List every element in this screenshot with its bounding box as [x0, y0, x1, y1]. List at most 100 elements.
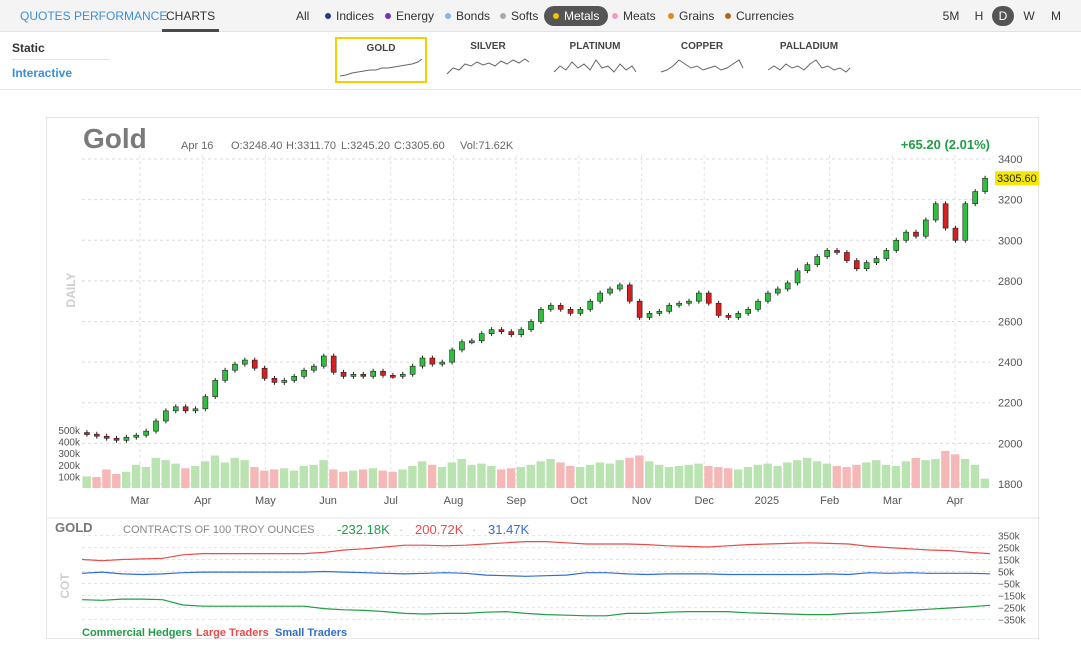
volume-bar [664, 467, 674, 488]
volume-bar [733, 469, 743, 488]
candle-body [952, 227, 959, 241]
cot-subtitle: CONTRACTS OF 100 TROY OUNCES [123, 524, 315, 536]
date-tick: Mar [883, 495, 902, 507]
volume-bar [181, 468, 190, 488]
candle-body [923, 219, 929, 237]
category-indices-label: Indices [336, 9, 375, 23]
tab-charts[interactable]: CHARTS [162, 0, 220, 32]
volume-bar [427, 464, 437, 488]
cot-readout-separator-2: · [472, 522, 476, 537]
mode-interactive[interactable]: Interactive [12, 66, 73, 80]
volume-bar [891, 465, 901, 488]
candle-body [321, 355, 327, 367]
chart-svg[interactable]: 3400 3200 3000 2800 2600 2400 2200 2000 1800 500… [47, 118, 1040, 640]
candle-body [469, 340, 475, 344]
candle-body [271, 378, 278, 383]
instrument-gold[interactable]: GOLD [335, 37, 427, 83]
candle-body [202, 396, 209, 410]
volume-bar [368, 468, 378, 488]
candle-body [360, 373, 367, 377]
volume-bar [714, 467, 723, 488]
volume-bar [289, 470, 299, 488]
candle-body [617, 284, 623, 290]
cot-y-tick: −150k [998, 591, 1027, 602]
category-all[interactable]: All [296, 0, 309, 32]
gold-sparkline-icon [339, 58, 423, 77]
candle-body [814, 256, 821, 265]
volume-bar [526, 464, 535, 488]
softs-dot-icon [500, 13, 506, 19]
category-grains[interactable]: Grains [668, 0, 714, 32]
cot-readout-large: 200.72K [415, 522, 464, 537]
volume-bar [556, 462, 565, 488]
candle-body [893, 239, 900, 251]
instrument-silver[interactable]: SILVER [442, 37, 534, 83]
category-meats[interactable]: Meats [612, 0, 656, 32]
timeframe-w[interactable]: W [1023, 9, 1035, 23]
instrument-palladium[interactable]: PALLADIUM [763, 37, 855, 83]
volume-bar [279, 468, 289, 488]
info-open: O:3248.40 [231, 140, 282, 152]
volume-bar [852, 464, 861, 488]
volume-bar [230, 457, 239, 488]
timeframe-d[interactable]: D [992, 6, 1014, 26]
category-softs[interactable]: Softs [500, 0, 538, 32]
volume-bar [872, 460, 881, 488]
volume-bar [566, 465, 575, 488]
candle-body [370, 370, 376, 377]
category-currencies[interactable]: Currencies [725, 0, 794, 32]
category-bonds[interactable]: Bonds [445, 0, 490, 32]
cot-readout-commercial: -232.18K [337, 522, 390, 537]
volume-bar [418, 461, 427, 488]
candle-body [399, 373, 406, 377]
price-y-tick: 3200 [998, 195, 1022, 207]
price-candles [84, 175, 988, 443]
volume-bar [674, 465, 684, 488]
volume-bar [585, 464, 595, 488]
price-y-tick: 3400 [998, 154, 1022, 166]
candle-body [765, 292, 771, 302]
volume-bar [319, 460, 328, 488]
mode-static[interactable]: Static [12, 41, 45, 55]
category-energy[interactable]: Energy [385, 0, 434, 32]
volume-bar [960, 458, 970, 488]
timeframe-m[interactable]: M [1051, 9, 1061, 23]
instrument-copper[interactable]: COPPER [656, 37, 748, 83]
candle-body [340, 371, 347, 377]
price-y-tick: 2200 [998, 398, 1022, 410]
candle-body [626, 284, 633, 302]
cot-readout-small: 31.47K [488, 522, 530, 537]
category-indices[interactable]: Indices [325, 0, 374, 32]
candle-body [528, 321, 534, 330]
category-bonds-label: Bonds [456, 9, 491, 23]
volume-bar [536, 461, 545, 488]
instrument-platinum[interactable]: PLATINUM [549, 37, 641, 83]
candle-body [913, 231, 919, 237]
candle-body [735, 313, 742, 318]
volume-bar [151, 457, 160, 488]
candle-body [962, 203, 969, 241]
timeframe-h[interactable]: H [974, 9, 984, 23]
price-y-tick: 3000 [998, 235, 1022, 247]
volume-bar [329, 469, 338, 488]
tab-performance[interactable]: PERFORMANCE [74, 9, 168, 23]
date-tick: Apr [194, 495, 211, 507]
tab-quotes[interactable]: QUOTES [20, 9, 71, 23]
silver-sparkline-icon [446, 58, 530, 75]
candle-body [222, 369, 228, 381]
cot-y-tick: 50k [998, 568, 1015, 579]
category-softs-label: Softs [511, 9, 539, 23]
volume-bar [299, 465, 308, 488]
volume-bar [793, 460, 802, 488]
category-metals[interactable]: Metals [544, 6, 609, 26]
candle-body [597, 292, 603, 302]
category-metals-label: Metals [564, 9, 600, 23]
timeframe-5m[interactable]: 5M [942, 9, 960, 23]
candle-body [123, 436, 130, 441]
cot-y-tick: −50k [998, 579, 1021, 590]
candle-body [755, 300, 761, 310]
candle-body [932, 203, 939, 221]
candle-body [429, 357, 436, 365]
legend-small-traders: Small Traders [275, 627, 347, 639]
volume-bar [388, 471, 397, 488]
